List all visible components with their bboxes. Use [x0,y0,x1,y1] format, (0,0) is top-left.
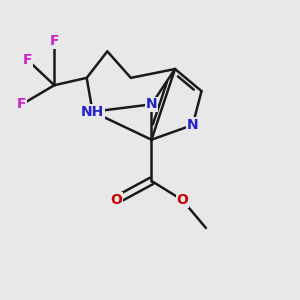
Text: NH: NH [81,105,104,119]
Text: O: O [176,193,188,207]
Text: F: F [17,98,27,111]
Text: O: O [110,193,122,207]
Text: F: F [50,34,59,48]
Text: N: N [146,98,157,111]
Text: N: N [187,118,199,132]
Text: F: F [23,53,33,67]
